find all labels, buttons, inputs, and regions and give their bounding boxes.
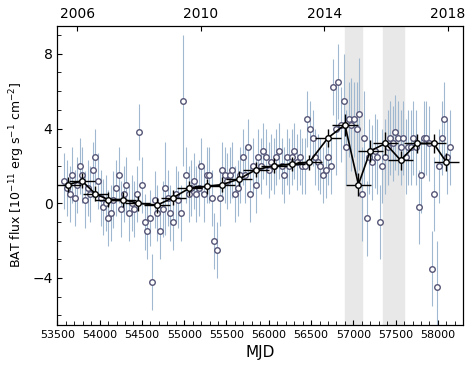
- X-axis label: MJD: MJD: [246, 345, 275, 360]
- Bar: [383, 26, 404, 325]
- Bar: [345, 26, 362, 325]
- Y-axis label: BAT flux [10$^{-11}$ erg s$^{-1}$ cm$^{-2}$]: BAT flux [10$^{-11}$ erg s$^{-1}$ cm$^{-…: [7, 82, 27, 268]
